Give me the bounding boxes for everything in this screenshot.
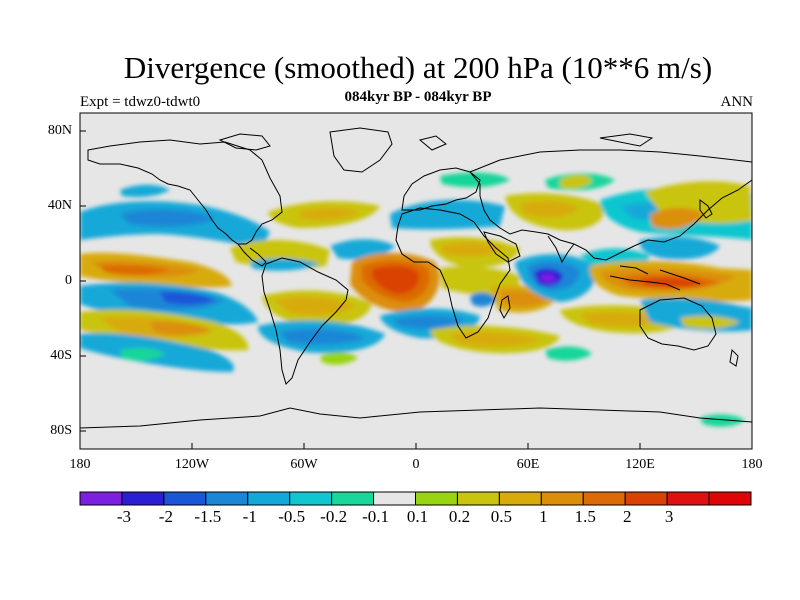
coastline-south-america	[261, 257, 349, 385]
y-axis-label: 0	[65, 273, 72, 288]
field-patch	[639, 236, 720, 260]
coastline-new-zealand	[729, 348, 739, 367]
colorbar-label: -1	[242, 507, 257, 526]
coastline-africa	[395, 207, 511, 339]
colorbar-swatch	[331, 491, 375, 506]
colorbar-swatch	[708, 491, 752, 506]
season-label: ANN	[720, 94, 754, 110]
field-patch	[560, 174, 592, 189]
coastline-europe	[401, 167, 481, 211]
field-patch	[392, 315, 465, 329]
field-patch	[280, 328, 365, 345]
coastline-arabia	[483, 231, 521, 263]
y-axis-label: 80N	[47, 123, 72, 138]
x-axis-label: 120W	[174, 457, 210, 472]
field-patch	[150, 321, 210, 335]
colorbar-label: -3	[116, 507, 132, 526]
field-patch	[120, 209, 215, 227]
field-patch	[545, 346, 592, 361]
coastline-central-america	[237, 243, 267, 267]
field-patch	[275, 296, 355, 316]
axis-ticks	[79, 130, 753, 449]
colorbar-label: -0.5	[278, 507, 306, 526]
field-patch	[450, 332, 540, 347]
coastline-asia	[469, 149, 752, 261]
field-patch	[160, 291, 215, 305]
coastline-madagascar	[499, 295, 511, 320]
colorbar-swatch	[666, 491, 710, 506]
colorbar-label: 3	[664, 507, 674, 526]
colorbar-label: 1	[539, 507, 548, 526]
colorbar-label: 2	[622, 507, 632, 526]
colorbar-label: 0.1	[406, 507, 429, 526]
field-patch	[300, 207, 360, 220]
colorbar-swatch	[498, 491, 542, 506]
colorbar-label: 0.2	[448, 507, 471, 526]
field-patch	[320, 352, 358, 365]
field-patch	[500, 290, 548, 307]
plot-subtitle: 084kyr BP - 084kyr BP	[344, 89, 492, 105]
field-patch	[520, 200, 580, 218]
field-patch	[650, 208, 705, 230]
coastline-greenland	[329, 127, 393, 173]
field-patch	[700, 414, 745, 427]
field-patch	[440, 172, 510, 188]
colorbar-label: -1.5	[194, 507, 222, 526]
colorbar-label: 0.5	[490, 507, 512, 526]
colorbar-label: 1.5	[574, 507, 596, 526]
x-axis-label: 120E	[625, 457, 655, 472]
x-axis-label: 0	[412, 457, 420, 472]
divergence-field	[80, 127, 752, 429]
colorbar-swatch	[289, 491, 333, 506]
x-axis-label: 180	[741, 457, 763, 472]
field-patch	[390, 199, 505, 230]
colorbar-swatch	[624, 491, 668, 506]
coastlines	[80, 127, 752, 429]
colorbar-swatch	[121, 491, 165, 506]
field-patch	[680, 315, 740, 329]
field-patch	[120, 347, 165, 361]
colorbar	[79, 491, 752, 506]
field-patch	[372, 265, 419, 294]
colorbar-label: -0.1	[362, 507, 390, 526]
y-axis-label: 80S	[50, 423, 72, 438]
coastline-antarctica	[80, 407, 752, 429]
colorbar-label: -2	[158, 507, 173, 526]
coastline-india	[547, 235, 575, 264]
colorbar-swatch	[247, 491, 291, 506]
colorbar-swatch	[582, 491, 626, 506]
colorbar-swatch	[415, 491, 458, 506]
field-patch	[120, 184, 170, 198]
experiment-label: Expt = tdwz0-tdwt0	[80, 94, 201, 110]
colorbar-swatch	[373, 491, 416, 506]
field-patch	[440, 242, 505, 257]
coastline-indonesia	[609, 265, 701, 291]
x-axis-label: 180	[69, 457, 91, 472]
coastline-arctic-islands	[218, 133, 654, 151]
y-axis-label: 40N	[47, 198, 72, 213]
colorbar-swatch	[456, 491, 500, 506]
coastline-japan	[699, 199, 713, 219]
coastline-australia	[639, 297, 717, 351]
colorbar-swatch	[205, 491, 249, 506]
colorbar-swatch	[79, 491, 123, 506]
plot-title: Divergence (smoothed) at 200 hPa (10**6 …	[123, 50, 713, 85]
colorbar-swatch	[163, 491, 207, 506]
y-axis-label: 40S	[50, 348, 72, 363]
x-axis-label: 60W	[290, 457, 318, 472]
field-patch	[470, 292, 496, 307]
field-patch	[250, 258, 320, 271]
field-patch	[100, 265, 170, 275]
x-axis-label: 60E	[516, 457, 540, 472]
colorbar-swatch	[540, 491, 584, 506]
colorbar-label: -0.2	[320, 507, 348, 526]
field-patch	[540, 273, 556, 283]
